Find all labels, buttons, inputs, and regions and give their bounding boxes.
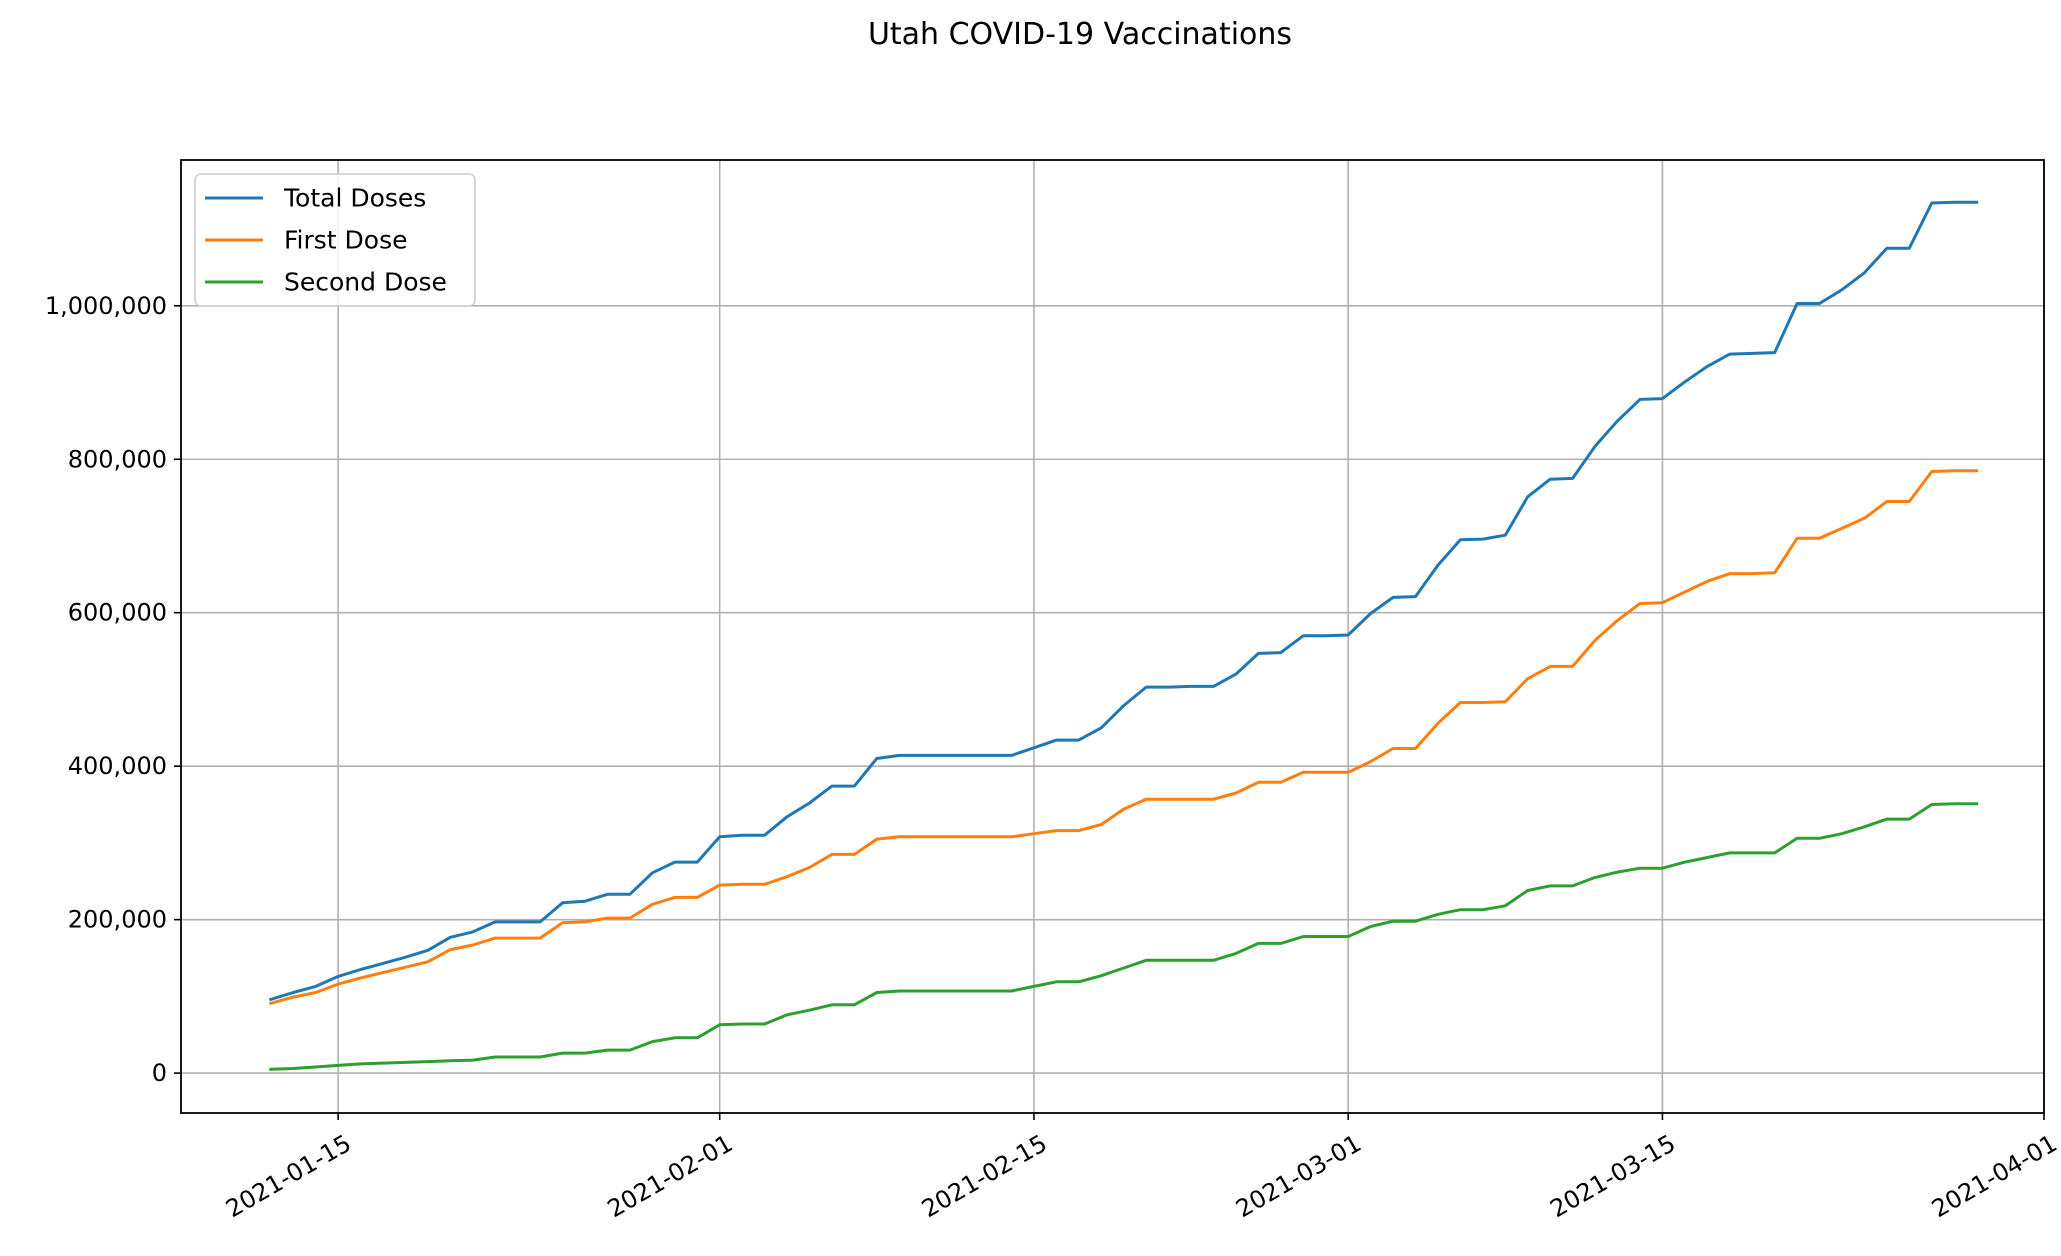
legend: Total Doses First Dose Second Dose [194,173,476,307]
y-tick-label: 600,000 [68,599,167,627]
chart-title: Utah COVID-19 Vaccinations [868,17,1292,52]
legend-items: Total Doses First Dose Second Dose [205,184,447,297]
y-tick-label: 400,000 [68,752,167,780]
y-tick-label: 1,000,000 [45,292,167,320]
legend-label: Total Doses [283,184,426,213]
series-line-second-dose [269,802,1979,1071]
legend-box [194,173,476,307]
legend-label: First Dose [284,226,408,255]
plot-frame [180,159,2045,1114]
legend-label: Second Dose [284,268,447,297]
y-axis-ticks: 0 200,000 400,000 600,000 800,000 1,000,000 [45,292,181,1087]
series-line-first-dose [268,469,1979,1006]
y-tick-label: 200,000 [68,906,167,934]
y-tick-label: 800,000 [68,445,167,473]
grid-lines [181,160,2045,1113]
series-lines [268,200,1979,1071]
series-line-total-doses [268,200,1979,1002]
y-tick-label: 0 [152,1059,167,1087]
